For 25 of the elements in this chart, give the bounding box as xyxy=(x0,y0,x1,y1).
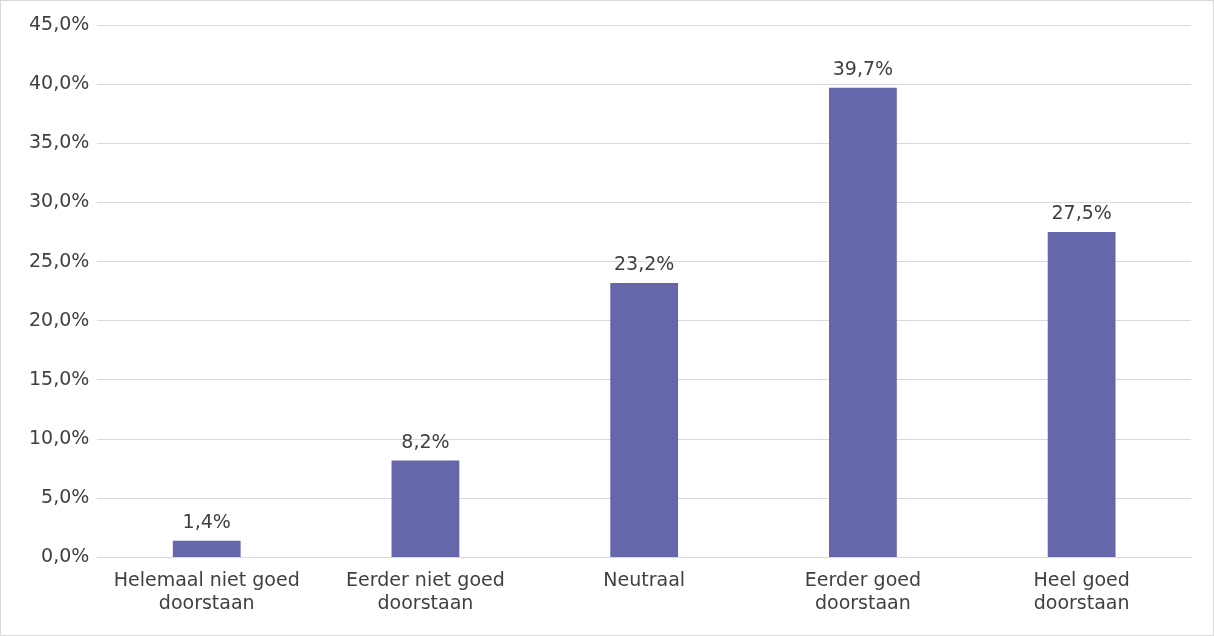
data-label: 39,7% xyxy=(832,57,894,80)
data-label: 1,4% xyxy=(182,510,231,533)
bar xyxy=(1047,232,1116,557)
x-tick-label: Eerder goed doorstaan xyxy=(804,567,922,613)
bar xyxy=(610,282,679,557)
x-tick-label: Helemaal niet goed doorstaan xyxy=(113,567,300,613)
data-label: 8,2% xyxy=(401,429,450,452)
y-tick-label: 0,0% xyxy=(41,544,90,567)
data-label: 27,5% xyxy=(1051,201,1112,224)
x-tick-label: Eerder niet goed doorstaan xyxy=(346,567,505,613)
x-tick-label: Neutraal xyxy=(603,567,686,590)
y-tick-label: 30,0% xyxy=(29,189,90,212)
y-tick-label: 20,0% xyxy=(29,307,90,330)
y-tick-label: 35,0% xyxy=(29,130,90,153)
y-tick-label: 45,0% xyxy=(29,11,90,34)
data-label: 23,2% xyxy=(614,252,675,275)
bar xyxy=(172,540,241,557)
y-tick-label: 15,0% xyxy=(29,366,90,389)
bar xyxy=(829,87,897,557)
x-tick-label: Heel goed doorstaan xyxy=(1033,567,1130,613)
y-tick-label: 10,0% xyxy=(29,426,90,449)
y-tick-label: 25,0% xyxy=(29,248,90,271)
y-tick-label: 40,0% xyxy=(29,71,90,94)
bar xyxy=(391,460,460,557)
y-tick-label: 5,0% xyxy=(41,485,90,508)
